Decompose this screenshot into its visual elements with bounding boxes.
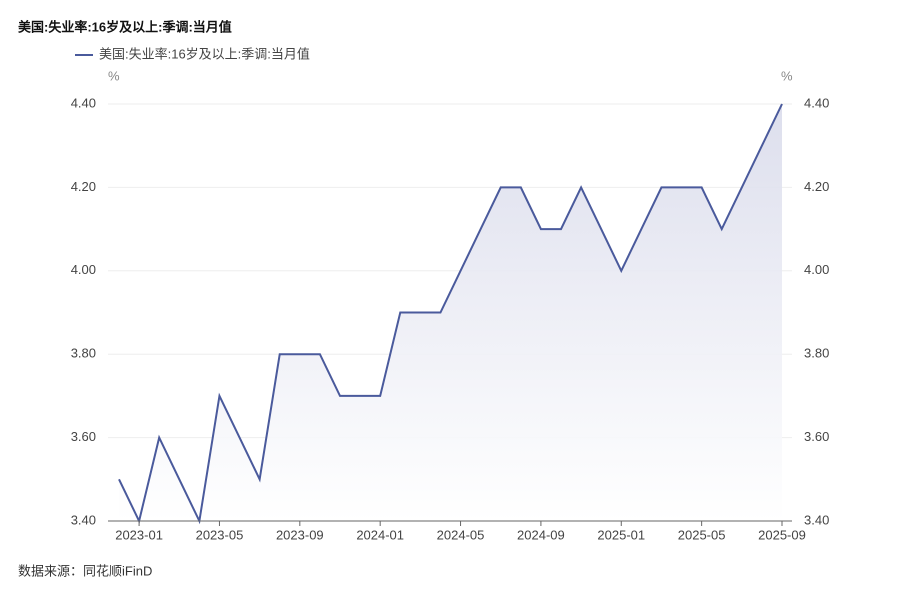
y2-tick-label: 4.40: [804, 95, 829, 110]
y-tick-label: 4.20: [71, 179, 96, 194]
y2-tick-label: 3.40: [804, 512, 829, 527]
x-tick-label: 2025-01: [597, 527, 645, 542]
x-tick-label: 2024-01: [356, 527, 404, 542]
line: [118, 103, 783, 525]
y-tick-label: 3.60: [71, 429, 96, 444]
y2-tick-label: 4.20: [804, 179, 829, 194]
y-tick-label: 3.40: [71, 512, 96, 527]
y-tick-label: 4.00: [71, 262, 96, 277]
y2-tick-label: 4.00: [804, 262, 829, 277]
x-tick-label: 2025-09: [758, 527, 806, 542]
x-tick-label: 2024-09: [517, 527, 565, 542]
chart-title: 美国:失业率:16岁及以上:季调:当月值: [18, 19, 232, 34]
source: 数据来源：同花顺iFinD: [18, 563, 152, 578]
x-tick-label: 2023-09: [276, 527, 324, 542]
x-tick-label: 2025-05: [678, 527, 726, 542]
x-tick-label: 2023-01: [115, 527, 163, 542]
y2-tick-label: 3.80: [804, 346, 829, 361]
legend-label[interactable]: 美国:失业率:16岁及以上:季调:当月值: [99, 46, 310, 61]
area: [119, 104, 782, 521]
y2-tick-label: 3.60: [804, 429, 829, 444]
y-tick-label: 4.40: [71, 95, 96, 110]
y-tick-label: 3.80: [71, 346, 96, 361]
x-tick-label: 2024-05: [437, 527, 485, 542]
x-tick-label: 2023-05: [196, 527, 244, 542]
y-unit: %: [108, 68, 120, 83]
y2-unit: %: [781, 68, 793, 83]
